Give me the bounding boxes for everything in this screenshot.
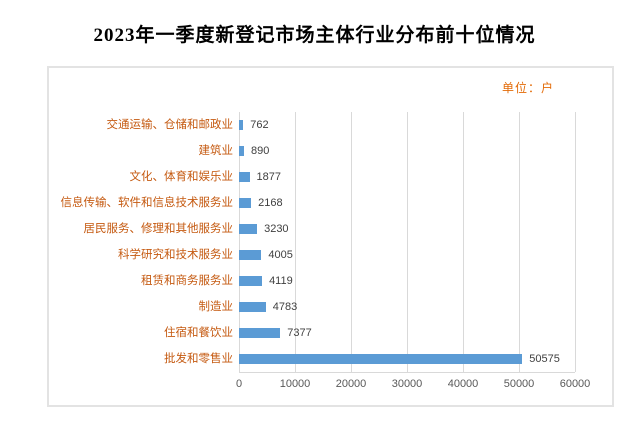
x-axis-tick-labels: 0 10000 20000 30000 40000 50000 60000 <box>236 378 590 394</box>
bar-value-label: 762 <box>250 119 269 131</box>
gridline <box>350 112 352 372</box>
bar <box>239 302 266 312</box>
x-tick-label: 50000 <box>503 378 535 390</box>
bar-value-label: 7377 <box>287 327 312 339</box>
category-label: 交通运输、仓储和邮政业 <box>106 119 234 131</box>
x-tick-label: 40000 <box>447 378 479 390</box>
bar <box>239 198 252 208</box>
category-label: 科学研究和技术服务业 <box>118 249 233 261</box>
bar <box>239 146 244 156</box>
x-axis-line <box>239 372 575 373</box>
category-label: 文化、体育和娱乐业 <box>129 171 234 183</box>
x-tick-label: 0 <box>235 378 243 390</box>
bar-value-label: 50575 <box>529 353 560 365</box>
x-tick-label: 10000 <box>279 378 311 390</box>
category-label: 制造业 <box>198 301 234 313</box>
chart-container: 单位：户 762 890 1877 2168 3230 4005 4119 4783 7377 5… <box>47 66 614 407</box>
gridline <box>406 112 408 372</box>
gridline <box>574 112 576 372</box>
bar-value-label: 890 <box>250 145 270 157</box>
category-label: 建筑业 <box>198 145 234 157</box>
bar <box>239 328 281 338</box>
bar <box>239 172 250 182</box>
gridline <box>462 112 464 372</box>
plot-area: 762 890 1877 2168 3230 4005 4119 4783 7377 50575 <box>238 112 576 373</box>
x-tick-label: 60000 <box>559 378 591 390</box>
x-tick-label: 30000 <box>391 378 423 390</box>
bar-value-label: 4119 <box>269 275 293 287</box>
bar-value-label: 2168 <box>258 197 283 209</box>
page-title: 2023年一季度新登记市场主体行业分布前十位情况 <box>93 25 536 46</box>
bar <box>239 354 523 364</box>
bar-value-label: 3230 <box>264 223 289 235</box>
category-label: 住宿和餐饮业 <box>164 327 233 339</box>
gridline <box>518 112 520 372</box>
bar-value-label: 4783 <box>272 301 298 313</box>
bar <box>239 224 258 234</box>
category-label: 租赁和商务服务业 <box>141 275 233 287</box>
category-label: 批发和零售业 <box>164 353 233 365</box>
bar-value-label: 4005 <box>268 249 293 261</box>
bar-value-label: 1877 <box>256 171 281 183</box>
gridline <box>238 112 240 372</box>
bar <box>239 276 263 286</box>
x-tick-label: 20000 <box>335 378 367 390</box>
category-label: 信息传输、软件和信息技术服务业 <box>60 197 234 209</box>
category-labels: 交通运输、仓储和邮政业建筑业文化、体育和娱乐业信息传输、软件和信息技术服务业居民… <box>49 112 234 372</box>
bar <box>239 120 244 130</box>
unit-label: 单位：户 <box>501 81 554 95</box>
gridline <box>294 112 296 372</box>
category-label: 居民服务、修理和其他服务业 <box>83 223 234 235</box>
bar <box>239 250 262 260</box>
